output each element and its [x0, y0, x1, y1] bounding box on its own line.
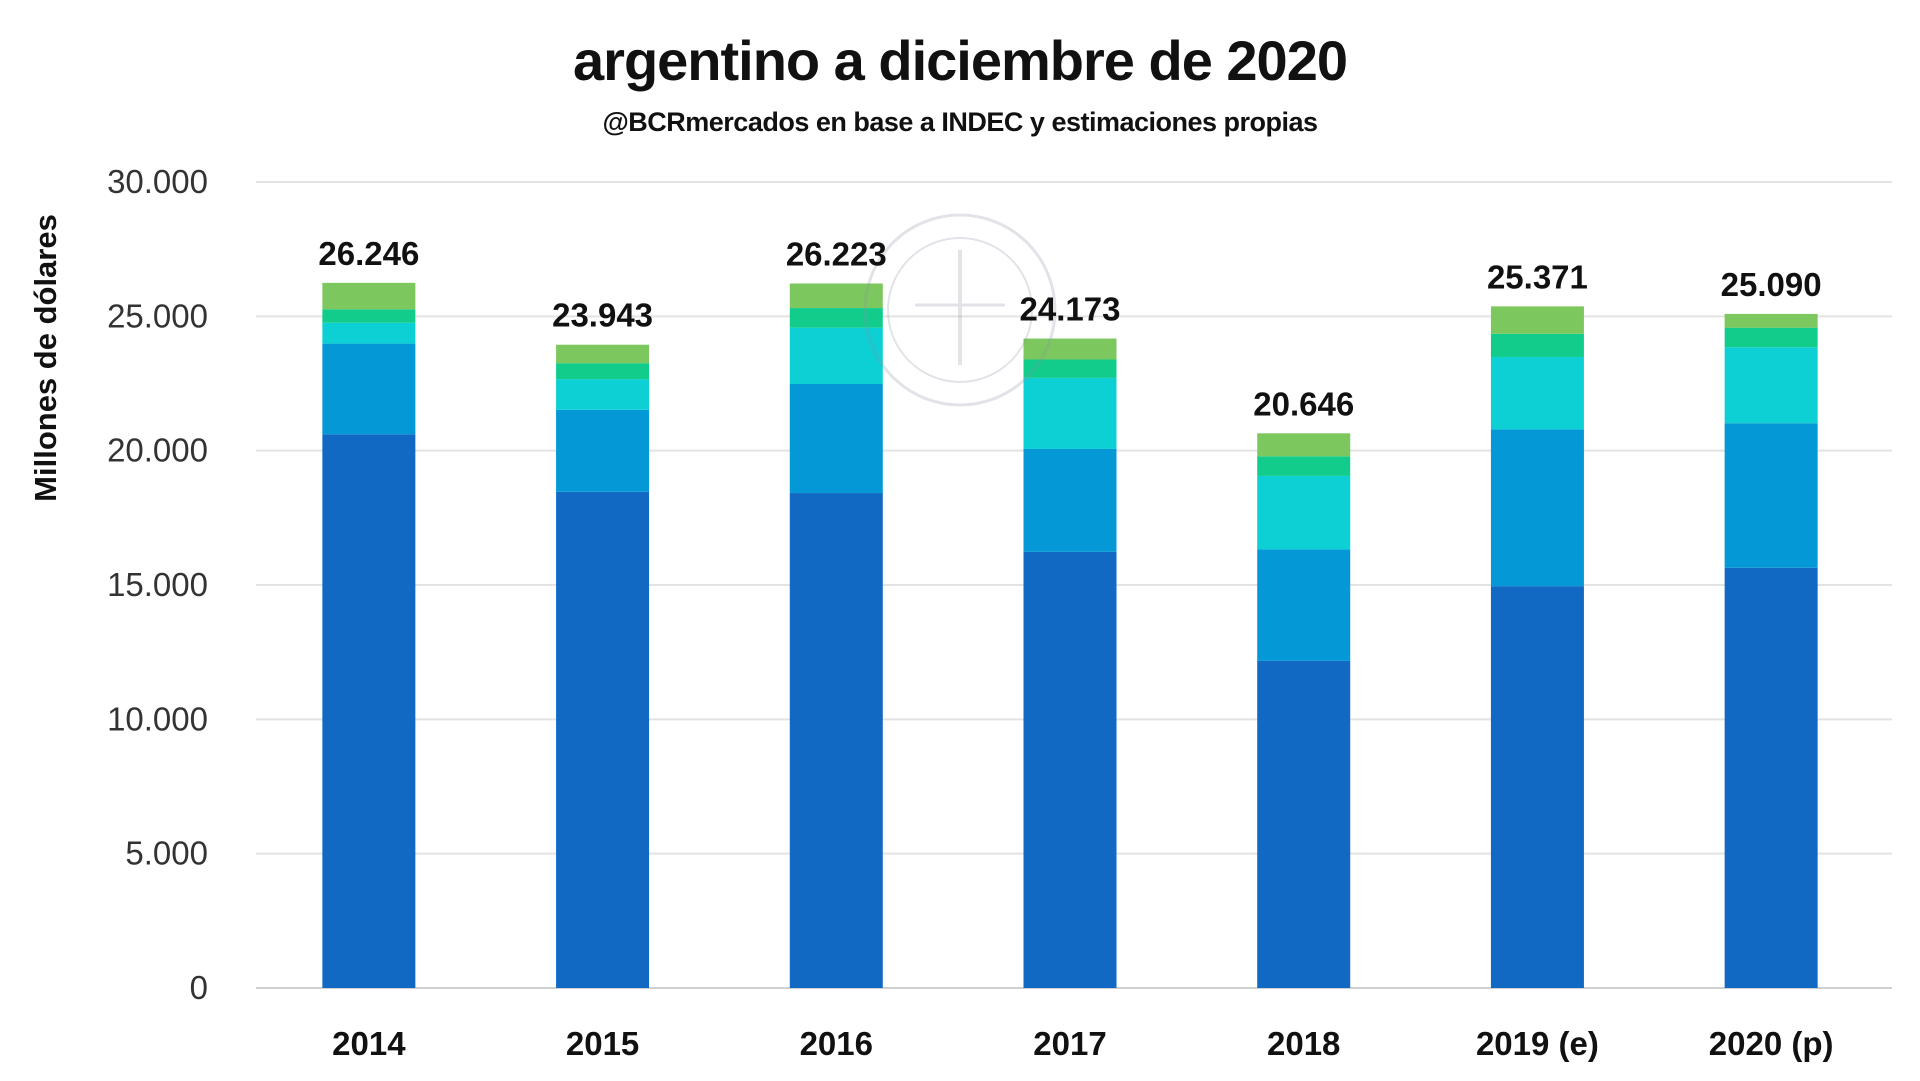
bar-segment-3 — [1023, 359, 1117, 378]
watermark-seal — [863, 213, 1057, 407]
bar-segment-2 — [1724, 347, 1818, 424]
total-label: 24.173 — [1020, 291, 1121, 328]
bar-segment-2 — [1257, 475, 1351, 550]
bar-segment-2 — [556, 379, 650, 410]
y-tick-label: 30.000 — [107, 163, 208, 200]
bar-segment-0 — [1023, 551, 1117, 988]
bar-segment-0 — [1257, 660, 1351, 988]
y-tick-label: 20.000 — [107, 432, 208, 469]
bar-segment-0 — [556, 491, 650, 988]
bar-segment-0 — [1724, 567, 1818, 988]
bar-segment-2 — [322, 322, 416, 344]
bar-stack — [1724, 313, 1818, 988]
chart-subtitle: @BCRmercados en base a INDEC y estimacio… — [602, 107, 1317, 137]
bar-segment-1 — [1023, 448, 1117, 552]
bar-stack — [1023, 338, 1117, 988]
bar-segment-0 — [1490, 586, 1584, 988]
x-tick-label: 2017 — [1033, 1025, 1106, 1062]
y-tick-label: 15.000 — [107, 566, 208, 603]
bar-segment-1 — [1257, 549, 1351, 661]
total-label: 25.090 — [1721, 266, 1822, 303]
bar-segment-4 — [556, 344, 650, 364]
bar-segment-1 — [556, 409, 650, 492]
total-label: 23.943 — [552, 297, 653, 334]
bar-segment-2 — [1023, 377, 1117, 449]
bar-stack — [1257, 433, 1351, 988]
bars — [322, 282, 1818, 989]
bar-stack — [789, 283, 883, 988]
bar-segment-1 — [322, 343, 416, 435]
bar-segment-4 — [789, 283, 883, 309]
y-axis-label: Millones de dólares — [28, 214, 63, 502]
total-label: 20.646 — [1253, 385, 1354, 422]
bar-segment-1 — [1490, 429, 1584, 587]
x-axis-labels: 2014 2015 2016 2017 2018 2019 (e) 2020 (p) — [332, 1025, 1833, 1062]
bar-segment-4 — [1490, 306, 1584, 334]
bar-segment-3 — [1257, 456, 1351, 476]
x-tick-label: 2019 (e) — [1476, 1025, 1599, 1062]
total-label: 25.371 — [1487, 258, 1588, 295]
total-label: 26.223 — [786, 235, 887, 272]
y-tick-label: 5.000 — [125, 835, 208, 872]
bar-segment-1 — [789, 384, 883, 494]
x-tick-label: 2018 — [1267, 1025, 1340, 1062]
y-axis-ticks: 0 5.000 10.000 15.000 20.000 25.000 30.000 — [107, 163, 208, 1006]
total-labels: 26.246 23.943 26.223 24.173 20.646 25.371 25.0… — [318, 235, 1821, 422]
bar-segment-1 — [1724, 423, 1818, 568]
bar-segment-3 — [1724, 327, 1818, 348]
x-tick-label: 2015 — [566, 1025, 639, 1062]
bar-segment-3 — [322, 309, 416, 323]
y-tick-label: 0 — [190, 969, 208, 1006]
bar-segment-4 — [1023, 338, 1117, 360]
x-tick-label: 2014 — [332, 1025, 406, 1062]
bar-segment-4 — [1724, 313, 1818, 328]
x-tick-label: 2016 — [800, 1025, 873, 1062]
total-label: 26.246 — [318, 235, 419, 272]
bar-segment-4 — [322, 282, 416, 310]
bar-segment-2 — [789, 327, 883, 385]
x-tick-label: 2020 (p) — [1709, 1025, 1834, 1062]
bar-segment-0 — [789, 493, 883, 988]
bar-segment-0 — [322, 434, 416, 989]
bar-segment-2 — [1490, 357, 1584, 430]
bar-segment-3 — [556, 363, 650, 380]
bar-stack — [322, 282, 416, 989]
bar-segment-3 — [789, 308, 883, 328]
bar-segment-4 — [1257, 433, 1351, 457]
bar-stack — [556, 344, 650, 988]
y-tick-label: 10.000 — [107, 700, 208, 737]
y-tick-label: 25.000 — [107, 297, 208, 334]
chart-title: argentino a diciembre de 2020 — [573, 29, 1347, 92]
bar-stack — [1490, 306, 1584, 988]
bar-segment-3 — [1490, 333, 1584, 358]
